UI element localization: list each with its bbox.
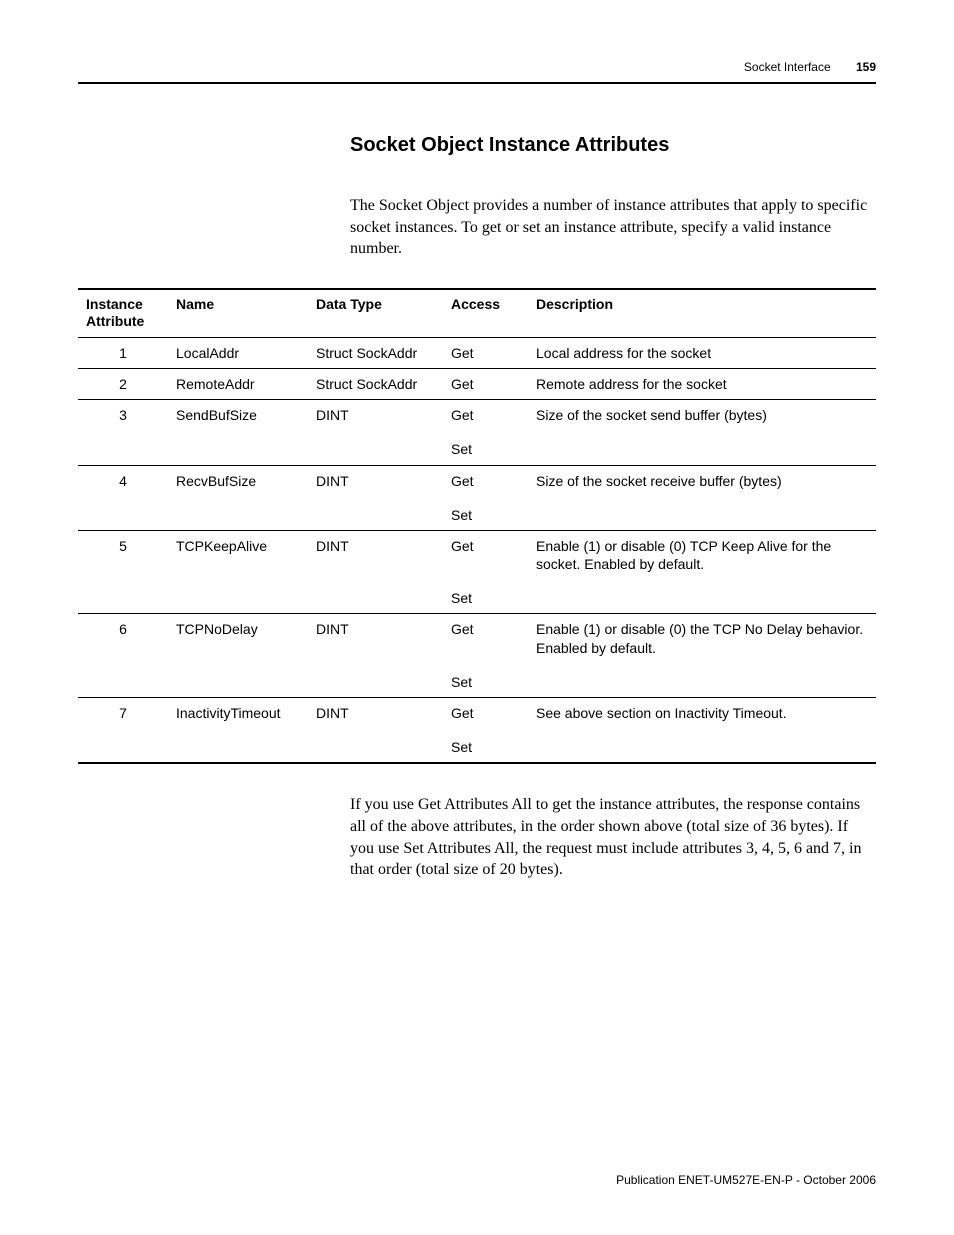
cell-datatype: [308, 579, 443, 614]
section-intro: The Socket Object provides a number of i…: [350, 195, 876, 260]
cell-description: [528, 430, 876, 465]
cell-datatype: DINT: [308, 614, 443, 663]
table-row: 7InactivityTimeoutDINTGetSee above secti…: [78, 698, 876, 729]
table-row: 3SendBufSizeDINTGetSize of the socket se…: [78, 400, 876, 431]
cell-name: [168, 579, 308, 614]
section-title: Socket Object Instance Attributes: [350, 134, 876, 157]
table-row: 2RemoteAddrStruct SockAddrGetRemote addr…: [78, 368, 876, 399]
table-row: Set: [78, 728, 876, 763]
cell-name: LocalAddr: [168, 337, 308, 368]
cell-datatype: [308, 430, 443, 465]
cell-description: [528, 663, 876, 698]
cell-datatype: [308, 496, 443, 531]
cell-description: Local address for the socket: [528, 337, 876, 368]
cell-access: Set: [443, 430, 528, 465]
cell-id: 4: [78, 465, 168, 496]
cell-datatype: [308, 728, 443, 763]
cell-name: [168, 728, 308, 763]
table-row: Set: [78, 496, 876, 531]
cell-datatype: DINT: [308, 530, 443, 579]
table-row: 6TCPNoDelayDINTGetEnable (1) or disable …: [78, 614, 876, 663]
cell-description: Enable (1) or disable (0) the TCP No Del…: [528, 614, 876, 663]
cell-datatype: DINT: [308, 400, 443, 431]
cell-id: 7: [78, 698, 168, 729]
table-body: 1LocalAddrStruct SockAddrGetLocal addres…: [78, 337, 876, 763]
cell-datatype: Struct SockAddr: [308, 368, 443, 399]
cell-datatype: Struct SockAddr: [308, 337, 443, 368]
cell-description: See above section on Inactivity Timeout.: [528, 698, 876, 729]
post-table-text: If you use Get Attributes All to get the…: [350, 794, 876, 880]
cell-name: RemoteAddr: [168, 368, 308, 399]
cell-access: Get: [443, 400, 528, 431]
table-row: Set: [78, 579, 876, 614]
cell-id: [78, 728, 168, 763]
cell-description: [528, 496, 876, 531]
table-row: Set: [78, 663, 876, 698]
cell-id: [78, 579, 168, 614]
table-header-row: Instance Attribute Name Data Type Access…: [78, 289, 876, 338]
cell-id: [78, 663, 168, 698]
cell-name: SendBufSize: [168, 400, 308, 431]
cell-id: [78, 496, 168, 531]
cell-id: 2: [78, 368, 168, 399]
col-header-id: Instance Attribute: [78, 289, 168, 338]
cell-id: 6: [78, 614, 168, 663]
col-header-description: Description: [528, 289, 876, 338]
cell-access: Set: [443, 579, 528, 614]
cell-name: [168, 663, 308, 698]
page-header: Socket Interface 159: [78, 60, 876, 84]
table-row: 1LocalAddrStruct SockAddrGetLocal addres…: [78, 337, 876, 368]
cell-access: Get: [443, 465, 528, 496]
cell-id: 5: [78, 530, 168, 579]
cell-access: Get: [443, 614, 528, 663]
cell-name: TCPNoDelay: [168, 614, 308, 663]
cell-datatype: [308, 663, 443, 698]
cell-id: [78, 430, 168, 465]
cell-description: [528, 579, 876, 614]
table-row: 4RecvBufSizeDINTGetSize of the socket re…: [78, 465, 876, 496]
cell-access: Set: [443, 663, 528, 698]
cell-id: 3: [78, 400, 168, 431]
cell-description: Size of the socket send buffer (bytes): [528, 400, 876, 431]
col-header-name: Name: [168, 289, 308, 338]
cell-access: Set: [443, 496, 528, 531]
cell-datatype: DINT: [308, 698, 443, 729]
cell-description: [528, 728, 876, 763]
header-page-number: 159: [856, 60, 876, 74]
cell-description: Size of the socket receive buffer (bytes…: [528, 465, 876, 496]
page-footer: Publication ENET-UM527E-EN-P - October 2…: [616, 1173, 876, 1187]
table-row: 5TCPKeepAliveDINTGetEnable (1) or disabl…: [78, 530, 876, 579]
cell-access: Get: [443, 368, 528, 399]
cell-datatype: DINT: [308, 465, 443, 496]
cell-description: Enable (1) or disable (0) TCP Keep Alive…: [528, 530, 876, 579]
header-chapter: Socket Interface: [744, 60, 831, 74]
cell-id: 1: [78, 337, 168, 368]
cell-access: Get: [443, 698, 528, 729]
cell-name: RecvBufSize: [168, 465, 308, 496]
cell-name: InactivityTimeout: [168, 698, 308, 729]
col-header-datatype: Data Type: [308, 289, 443, 338]
attributes-table: Instance Attribute Name Data Type Access…: [78, 288, 876, 765]
cell-name: [168, 430, 308, 465]
cell-access: Get: [443, 530, 528, 579]
col-header-access: Access: [443, 289, 528, 338]
cell-access: Set: [443, 728, 528, 763]
cell-name: [168, 496, 308, 531]
cell-name: TCPKeepAlive: [168, 530, 308, 579]
cell-description: Remote address for the socket: [528, 368, 876, 399]
table-row: Set: [78, 430, 876, 465]
cell-access: Get: [443, 337, 528, 368]
